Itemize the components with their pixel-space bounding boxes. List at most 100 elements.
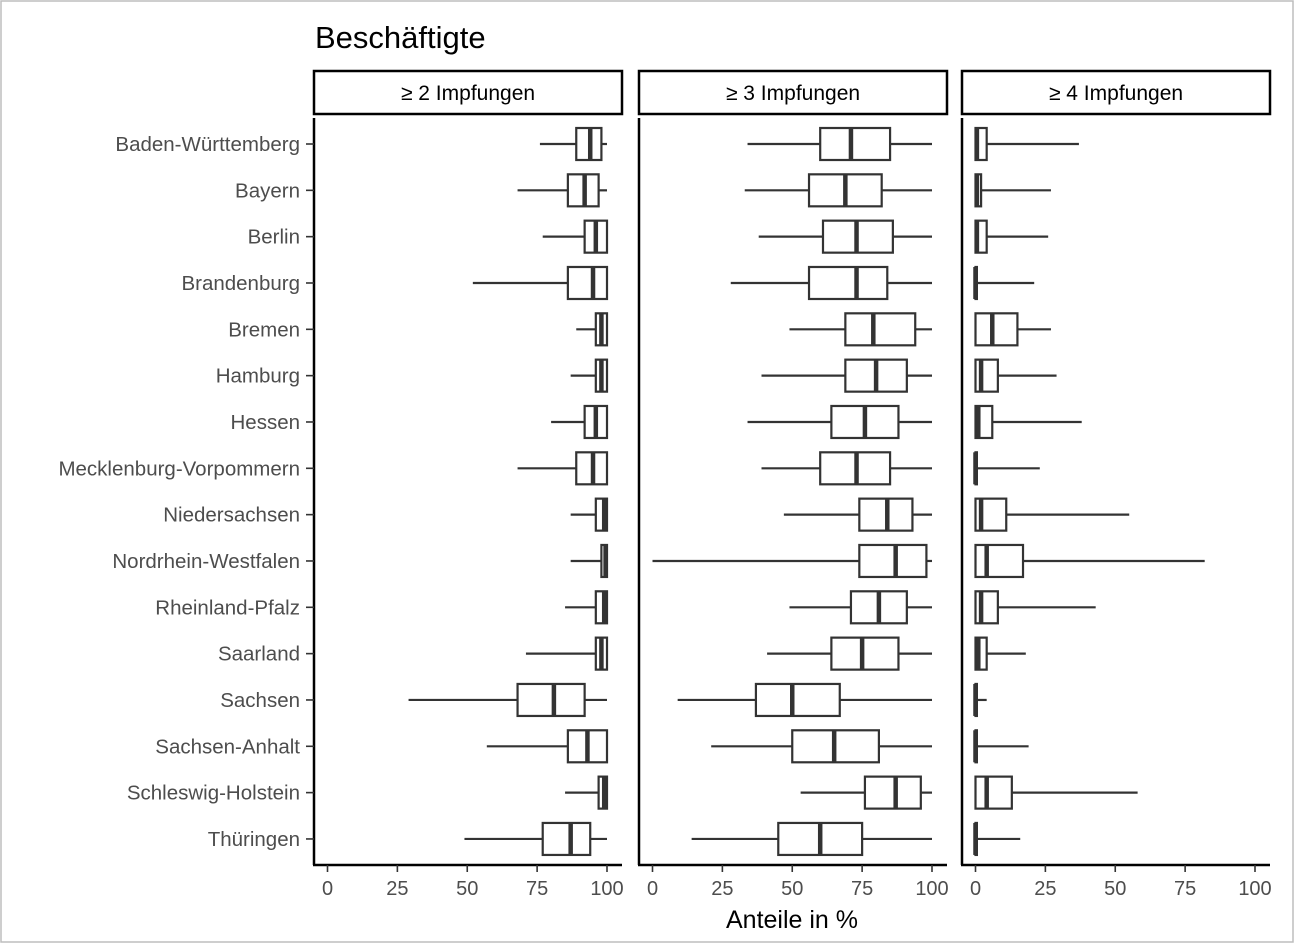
iqr-box <box>974 543 1025 579</box>
iqr-box <box>541 821 592 857</box>
category-label: Nordrhein-Westfalen <box>112 550 300 573</box>
box-6 <box>974 404 1082 440</box>
x-tick-label: 0 <box>322 878 333 900</box>
box-0 <box>747 126 932 162</box>
x-tick-label: 0 <box>647 878 658 900</box>
x-axis-label: Anteile in % <box>726 906 858 934</box>
box-2 <box>974 219 1049 254</box>
box-14 <box>974 775 1138 810</box>
box-11 <box>767 636 932 671</box>
box-6 <box>551 404 609 440</box>
box-12 <box>677 682 932 718</box>
box-0 <box>539 126 607 162</box>
x-tick-label: 75 <box>526 878 548 900</box>
box-10 <box>974 590 1096 625</box>
box-11 <box>974 636 1026 671</box>
category-label: Rheinland-Pfalz <box>155 596 300 619</box>
box-5 <box>570 358 609 393</box>
iqr-box <box>858 543 928 579</box>
iqr-box <box>974 312 1019 347</box>
facet-strip-label: ≥ 4 Impfungen <box>1049 82 1183 105</box>
x-tick-label: 75 <box>851 878 873 900</box>
x-tick-label: 25 <box>386 878 408 900</box>
box-11 <box>525 636 609 671</box>
box-3 <box>973 265 1035 301</box>
iqr-box <box>974 775 1013 810</box>
box-10 <box>565 590 609 625</box>
facet-panel: ≥ 3 Impfungen 0 25 50 75 100 <box>637 69 949 900</box>
x-tick-label: 25 <box>711 878 733 900</box>
facet-strip <box>312 69 624 116</box>
facet-strip <box>960 69 1272 116</box>
box-3 <box>472 265 609 301</box>
box-2 <box>758 219 932 254</box>
box-4 <box>576 312 609 347</box>
box-9 <box>974 543 1205 579</box>
facet-strip-label: ≥ 2 Impfungen <box>401 82 535 105</box>
category-label: Hessen <box>230 411 300 434</box>
category-label: Bayern <box>235 179 300 202</box>
box-4 <box>974 312 1051 347</box>
category-label: Baden-Württemberg <box>115 133 300 156</box>
box-14 <box>800 775 932 810</box>
iqr-box <box>516 682 586 718</box>
box-12 <box>973 682 987 718</box>
box-8 <box>570 497 609 532</box>
facet-panels: ≥ 2 Impfungen 0 25 50 75 100 ≥ 3 Impfungen 0 25 5… <box>312 69 1272 900</box>
iqr-box <box>594 590 609 625</box>
box-14 <box>565 775 609 810</box>
category-label: Brandenburg <box>181 272 300 295</box>
x-tick-label: 50 <box>456 878 478 900</box>
iqr-box <box>830 636 900 671</box>
box-1 <box>744 173 932 208</box>
category-label: Sachsen-Anhalt <box>155 735 300 758</box>
facet-panel: ≥ 2 Impfungen 0 25 50 75 100 <box>312 69 624 900</box>
category-labels: Baden-Württemberg Bayern Berlin Brandenburg… <box>58 133 314 851</box>
iqr-box <box>807 265 889 301</box>
box-15 <box>691 821 932 857</box>
box-4 <box>789 312 932 347</box>
iqr-box <box>819 126 892 162</box>
iqr-box <box>974 636 988 671</box>
category-label: Saarland <box>218 643 300 666</box>
box-13 <box>973 729 1029 764</box>
x-tick-label: 100 <box>1238 878 1271 900</box>
iqr-box <box>594 497 609 532</box>
box-3 <box>730 265 932 301</box>
iqr-box <box>566 265 609 301</box>
box-8 <box>974 497 1130 532</box>
box-13 <box>486 729 609 764</box>
x-tick-label: 100 <box>590 878 623 900</box>
box-15 <box>973 821 1021 857</box>
chart-title: Beschäftigte <box>315 20 486 55</box>
iqr-box <box>844 312 917 347</box>
box-0 <box>974 126 1079 162</box>
category-label: Sachsen <box>220 689 300 712</box>
box-7 <box>761 451 932 486</box>
box-12 <box>408 682 607 718</box>
x-tick-label: 50 <box>1104 878 1126 900</box>
box-13 <box>711 729 932 764</box>
category-label: Hamburg <box>216 365 300 388</box>
box-8 <box>783 497 932 532</box>
iqr-box <box>863 775 922 810</box>
facet-strip-label: ≥ 3 Impfungen <box>726 82 860 105</box>
category-label: Niedersachsen <box>163 504 300 527</box>
box-10 <box>789 590 932 625</box>
box-6 <box>747 404 932 440</box>
facet-strip <box>637 69 949 116</box>
box-5 <box>761 358 932 393</box>
x-tick-label: 100 <box>915 878 948 900</box>
box-15 <box>464 821 607 857</box>
box-9 <box>570 543 609 579</box>
x-tick-label: 75 <box>1174 878 1196 900</box>
box-9 <box>652 543 932 579</box>
category-label: Berlin <box>248 226 300 249</box>
box-7 <box>517 451 609 486</box>
iqr-box <box>754 682 841 718</box>
x-tick-label: 25 <box>1034 878 1056 900</box>
box-1 <box>974 173 1051 208</box>
facet-panel: ≥ 4 Impfungen 0 25 50 75 100 <box>960 69 1272 900</box>
